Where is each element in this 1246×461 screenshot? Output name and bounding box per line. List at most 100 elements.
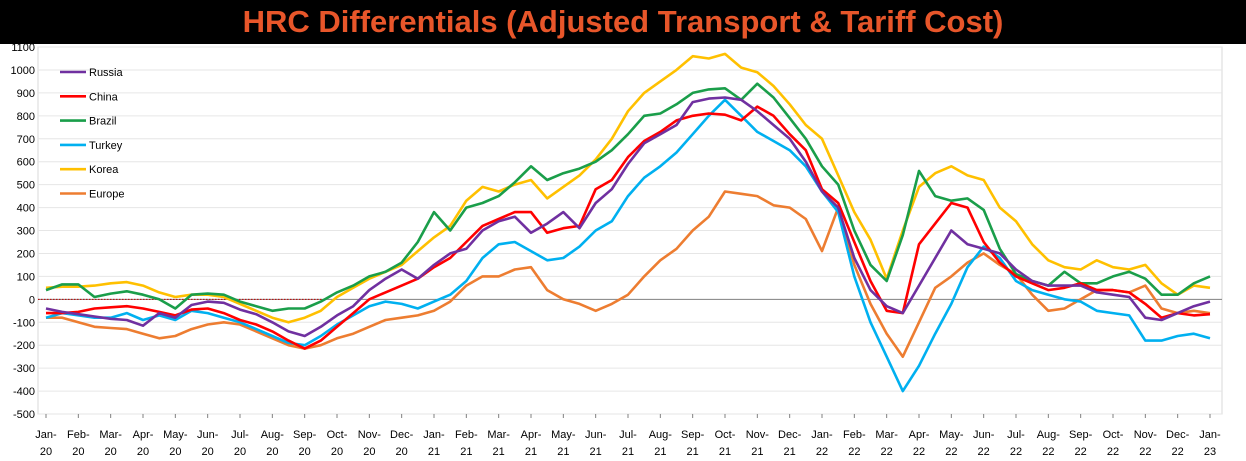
x-tick-label-year: 22 [1107,446,1119,458]
x-tick-label-year: 21 [525,446,537,458]
x-tick-label-month: Jun- [197,429,219,441]
x-tick-label-year: 21 [719,446,731,458]
x-tick-label-month: Feb- [455,429,478,441]
x-tick-label-year: 20 [202,446,214,458]
x-tick-label-month: Aug- [1037,429,1061,441]
x-tick-label-year: 22 [1139,446,1151,458]
y-tick-label: -400 [13,386,35,398]
x-tick-label-year: 21 [428,446,440,458]
x-tick-label-month: Mar- [487,429,510,441]
x-tick-label-month: Nov- [1134,429,1158,441]
x-tick-label-month: Sep- [293,429,317,441]
x-tick-label-month: Jan- [1199,429,1221,441]
x-tick-label-month: Jan- [35,429,57,441]
y-tick-label: 300 [17,226,35,238]
y-tick-label: 0 [29,294,35,306]
x-tick-label-year: 21 [751,446,763,458]
x-tick-label-month: Jan- [423,429,445,441]
x-tick-label-year: 23 [1204,446,1216,458]
y-tick-label: -300 [13,363,35,375]
legend-label-brazil: Brazil [89,116,117,128]
x-tick-label-month: May- [551,429,576,441]
x-tick-label-year: 21 [687,446,699,458]
series-line-turkey [45,98,1211,393]
x-tick-label-month: May- [163,429,188,441]
x-tick-label-year: 20 [331,446,343,458]
x-tick-label-month: Apr- [133,429,154,441]
x-tick-label-year: 22 [1042,446,1054,458]
x-tick-label-year: 21 [460,446,472,458]
x-tick-label-month: Apr- [909,429,930,441]
y-tick-label: 200 [17,248,35,260]
x-tick-label-month: Nov- [358,429,382,441]
x-tick-label-year: 20 [234,446,246,458]
x-tick-label-year: 22 [848,446,860,458]
x-tick-label-year: 22 [1075,446,1087,458]
y-tick-label: 700 [17,134,35,146]
x-tick-label-month: May- [939,429,964,441]
x-tick-label-year: 21 [493,446,505,458]
y-tick-label: 600 [17,157,35,169]
x-tick-label-month: Mar- [99,429,122,441]
x-tick-label-month: Jun- [973,429,995,441]
x-tick-label-month: Oct- [715,429,736,441]
x-tick-label-month: Oct- [1103,429,1124,441]
series-line-china [46,105,1211,350]
x-tick-label-year: 20 [72,446,84,458]
x-tick-label-month: Jul- [1007,429,1025,441]
y-tick-label: 500 [17,180,35,192]
gridlines [37,46,1223,415]
x-tick-label-month: Apr- [521,429,542,441]
y-tick-label: 900 [17,88,35,100]
y-tick-label: -500 [13,409,35,421]
series-line-russia [45,96,1211,338]
x-tick-label-year: 20 [299,446,311,458]
x-tick-label-month: Aug- [261,429,285,441]
x-tick-label-year: 21 [590,446,602,458]
x-tick-label-year: 22 [913,446,925,458]
legend: Russia China Brazil Turkey Korea Europe [60,67,124,201]
x-tick-label-year: 20 [363,446,375,458]
x-tick-label-month: Jul- [619,429,637,441]
x-tick-label-month: Feb- [67,429,90,441]
legend-label-russia: Russia [89,67,124,79]
x-tick-label-month: Jun- [585,429,607,441]
x-tick-label-year: 20 [266,446,278,458]
x-tick-label-month: Jul- [231,429,249,441]
x-tick-label-month: Sep- [681,429,705,441]
x-tick-label-year: 22 [945,446,957,458]
x-tick-label-year: 21 [654,446,666,458]
x-tick-label-year: 22 [1010,446,1022,458]
x-tick-label-month: Jan- [811,429,833,441]
x-tick-label-month: Nov- [746,429,770,441]
x-tick-label-month: Aug- [649,429,673,441]
legend-label-turkey: Turkey [89,140,123,152]
y-tick-label: 800 [17,111,35,123]
x-tick-label-month: Dec- [390,429,414,441]
y-tick-label: 1000 [11,65,35,77]
series-line-korea [45,52,1211,324]
x-tick-label-month: Dec- [778,429,802,441]
legend-label-korea: Korea [89,164,119,176]
x-tick-label-year: 22 [978,446,990,458]
x-tick-label-year: 20 [396,446,408,458]
x-tick-label-year: 21 [557,446,569,458]
x-tick-label-month: Mar- [875,429,898,441]
x-tick-label-year: 21 [784,446,796,458]
line-chart: -500 -400 -300 -200 -100 0 100 200 300 400 500 600 7… [11,44,1223,458]
chart-title: HRC Differentials (Adjusted Transport & … [242,4,1004,39]
x-tick-label-month: Sep- [1069,429,1093,441]
x-tick-label-year: 21 [622,446,634,458]
x-tick-label-year: 22 [1172,446,1184,458]
y-tick-label: 1100 [11,44,35,54]
legend-label-china: China [89,91,119,103]
x-tick-label-year: 20 [40,446,52,458]
x-tick-label-year: 20 [105,446,117,458]
x-tick-label-year: 22 [881,446,893,458]
x-tick-label-month: Dec- [1166,429,1190,441]
x-tick-label-year: 22 [816,446,828,458]
x-tick-label-month: Feb- [843,429,866,441]
y-axis-ticks: -500 -400 -300 -200 -100 0 100 200 300 400 500 600 7… [11,44,35,421]
legend-label-europe: Europe [89,189,124,201]
series-line-europe [46,190,1211,358]
